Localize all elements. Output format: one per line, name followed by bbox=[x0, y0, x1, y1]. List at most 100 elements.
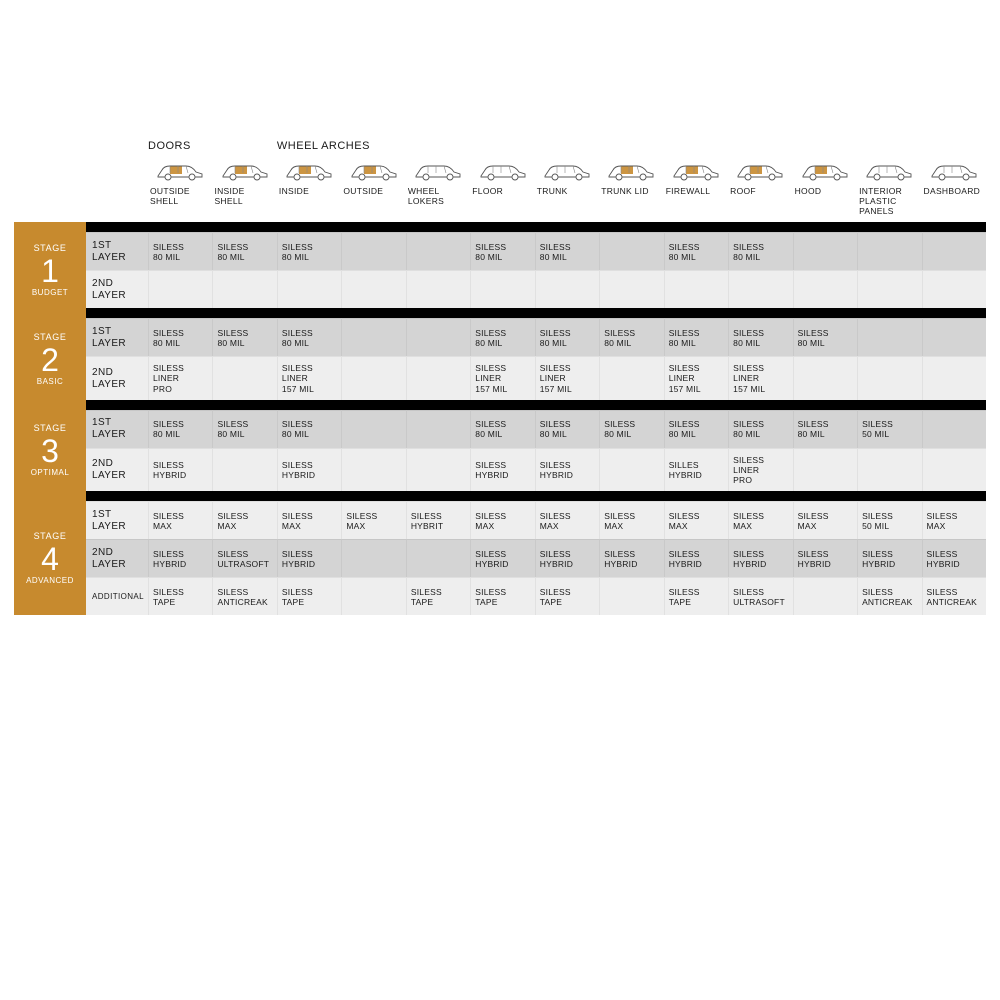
table-cell: SILESS MAX bbox=[728, 501, 792, 539]
car-icon bbox=[156, 160, 204, 182]
table-cell: SILESS 80 MIL bbox=[212, 232, 276, 270]
car-icon-5 bbox=[470, 156, 534, 184]
table-cell bbox=[599, 232, 663, 270]
table-cell: SILESS MAX bbox=[922, 501, 986, 539]
table-cell: SILESS 50 MIL bbox=[857, 410, 921, 448]
table-cell bbox=[857, 232, 921, 270]
stage-number: 3 bbox=[41, 435, 59, 467]
layer-label: 1ST LAYER bbox=[86, 410, 148, 448]
layer-label: 1ST LAYER bbox=[86, 318, 148, 356]
table-cell bbox=[922, 448, 986, 492]
table-cell bbox=[406, 356, 470, 400]
table-cell: SILESS 80 MIL bbox=[470, 232, 534, 270]
table-cell: SILESS 80 MIL bbox=[728, 318, 792, 356]
car-icon bbox=[221, 160, 269, 182]
col-label-2: INSIDE bbox=[277, 184, 341, 222]
car-icon bbox=[736, 160, 784, 182]
table-cell bbox=[212, 448, 276, 492]
table-cell: SILESS 80 MIL bbox=[470, 318, 534, 356]
table-cell bbox=[922, 232, 986, 270]
table-cell: SILESS 80 MIL bbox=[535, 410, 599, 448]
car-icon-8 bbox=[664, 156, 728, 184]
table-cell bbox=[406, 270, 470, 308]
table-cell: SILESS HYBRID bbox=[857, 539, 921, 577]
table-cell: SILESS 80 MIL bbox=[277, 232, 341, 270]
table-cell: SILESS 80 MIL bbox=[664, 410, 728, 448]
stage-4-label: STAGE 4 ADVANCED bbox=[14, 501, 86, 615]
stage-number: 4 bbox=[41, 543, 59, 575]
table-cell: SILESS 80 MIL bbox=[212, 318, 276, 356]
table-cell bbox=[341, 318, 405, 356]
table-cell: SILESS MAX bbox=[470, 501, 534, 539]
table-cell: SILESS LINER 157 MIL bbox=[535, 356, 599, 400]
table-cell: SILESS HYBRID bbox=[728, 539, 792, 577]
table-cell: SILESS TAPE bbox=[406, 577, 470, 615]
col-label-10: HOOD bbox=[793, 184, 857, 222]
table-cell bbox=[535, 270, 599, 308]
table-cell bbox=[728, 270, 792, 308]
table-cell bbox=[599, 448, 663, 492]
car-icon-11 bbox=[857, 156, 921, 184]
table-cell bbox=[793, 448, 857, 492]
table-cell bbox=[406, 410, 470, 448]
table-cell: SILESS MAX bbox=[148, 501, 212, 539]
table-cell bbox=[793, 356, 857, 400]
table-cell: SILESS HYBRID bbox=[470, 448, 534, 492]
table-cell bbox=[148, 270, 212, 308]
table-cell bbox=[406, 539, 470, 577]
layer-label: 2ND LAYER bbox=[86, 539, 148, 577]
table-cell: SILESS HYBRID bbox=[664, 539, 728, 577]
table-cell: SILESS MAX bbox=[599, 501, 663, 539]
table-cell: SILESS 80 MIL bbox=[277, 410, 341, 448]
car-icon bbox=[801, 160, 849, 182]
car-icon-0 bbox=[148, 156, 212, 184]
table-cell bbox=[793, 270, 857, 308]
stage-word: STAGE bbox=[34, 244, 67, 253]
table-cell: SILESS 50 MIL bbox=[857, 501, 921, 539]
table-cell bbox=[857, 318, 921, 356]
stage-word: STAGE bbox=[34, 333, 67, 342]
table-cell: SILESS HYBRID bbox=[470, 539, 534, 577]
table-cell: SILESS LINER 157 MIL bbox=[664, 356, 728, 400]
col-label-4: WHEEL LOKERS bbox=[406, 184, 470, 222]
separator-bar bbox=[86, 491, 986, 501]
table-cell bbox=[341, 410, 405, 448]
table-cell: SILESS HYBRID bbox=[599, 539, 663, 577]
col-label-5: FLOOR bbox=[470, 184, 534, 222]
table-cell bbox=[406, 448, 470, 492]
car-icon bbox=[672, 160, 720, 182]
car-icon bbox=[479, 160, 527, 182]
table-cell bbox=[857, 270, 921, 308]
table-cell: SILESS ANTICREAK bbox=[212, 577, 276, 615]
group-header-doors: DOORS bbox=[148, 140, 277, 156]
table-cell bbox=[341, 577, 405, 615]
table-cell: SILESS MAX bbox=[535, 501, 599, 539]
table-cell: SILESS LINER 157 MIL bbox=[277, 356, 341, 400]
table-cell: SILESS ULTRASOFT bbox=[728, 577, 792, 615]
col-label-12: DASHBOARD bbox=[922, 184, 986, 222]
stage-number: 2 bbox=[41, 344, 59, 376]
table-cell bbox=[599, 270, 663, 308]
stage-sub: BUDGET bbox=[32, 289, 68, 297]
table-cell bbox=[406, 318, 470, 356]
table-cell bbox=[599, 356, 663, 400]
table-cell: SILESS MAX bbox=[664, 501, 728, 539]
table-cell: SILESS HYBRIT bbox=[406, 501, 470, 539]
col-label-7: TRUNK LID bbox=[599, 184, 663, 222]
table-cell: SILESS TAPE bbox=[470, 577, 534, 615]
table-cell bbox=[341, 232, 405, 270]
table-cell bbox=[341, 270, 405, 308]
table-cell bbox=[857, 356, 921, 400]
table-cell bbox=[341, 356, 405, 400]
car-icon-2 bbox=[277, 156, 341, 184]
car-icon bbox=[543, 160, 591, 182]
layer-label: 1ST LAYER bbox=[86, 501, 148, 539]
car-icon bbox=[285, 160, 333, 182]
stage-word: STAGE bbox=[34, 532, 67, 541]
table-cell: SILESS 80 MIL bbox=[793, 410, 857, 448]
col-label-1: INSIDE SHELL bbox=[212, 184, 276, 222]
table-cell: SILESS HYBRID bbox=[148, 448, 212, 492]
layer-label: 2ND LAYER bbox=[86, 448, 148, 492]
car-icon-3 bbox=[341, 156, 405, 184]
table-cell: SILESS LINER 157 MIL bbox=[728, 356, 792, 400]
